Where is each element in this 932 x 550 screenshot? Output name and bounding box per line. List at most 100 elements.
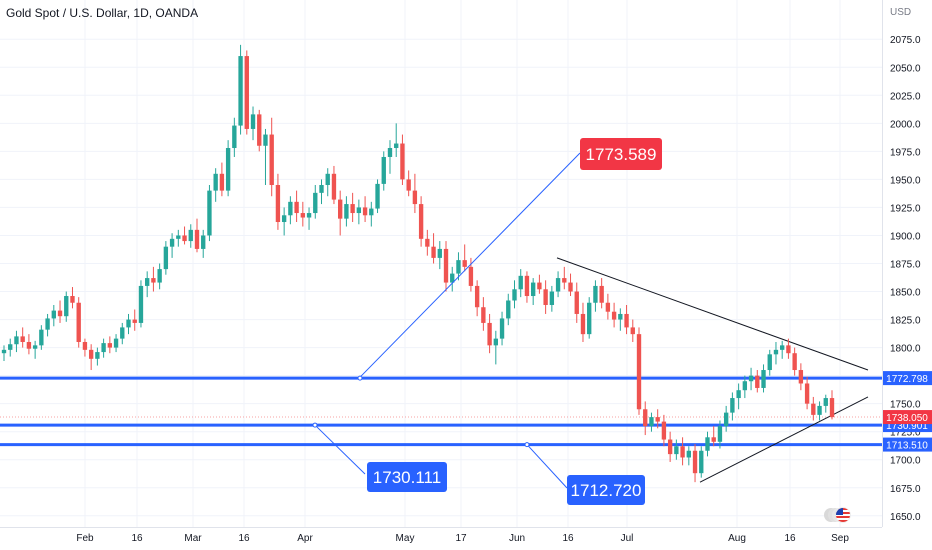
candle-body [70, 296, 75, 303]
candle-body [574, 291, 579, 314]
time-tick-label: Mar [184, 533, 202, 544]
candle-body [736, 390, 741, 399]
time-axis[interactable]: Feb 16 Mar 16 Apr May 17 Jun 16 Jul Aug 16 Sep [76, 533, 849, 544]
price-callout-label: 1773.589 [586, 145, 657, 164]
candle-body [680, 446, 685, 458]
price-callouts[interactable]: 1773.589 1730.111 1712.720 [312, 138, 662, 505]
candle-body [387, 148, 393, 157]
candle-body [537, 282, 542, 290]
price-tick-label: 1875.0 [890, 260, 921, 271]
price-tick-label: 1925.0 [890, 203, 921, 214]
candle-body [425, 238, 430, 247]
candle-body [350, 204, 355, 214]
candle-body [717, 426, 723, 442]
candle-body [76, 302, 81, 342]
candle-body [674, 446, 679, 455]
candle-body [829, 398, 835, 418]
price-axis[interactable]: 1650.01675.01700.01725.01750.01775.01800… [883, 7, 932, 523]
price-tick-label: 1825.0 [890, 316, 921, 327]
level-tag-label: 1772.798 [886, 374, 928, 385]
candle-body [780, 345, 785, 350]
candle-body [107, 343, 113, 348]
candle-body [64, 296, 69, 317]
candle-body [201, 235, 206, 249]
time-tick-label: Jul [621, 533, 634, 544]
candle-body [163, 246, 169, 270]
candle-body [381, 156, 386, 184]
candle-body [798, 370, 804, 384]
candle-body [792, 353, 797, 371]
candle-body [394, 143, 399, 149]
level-tag[interactable] [883, 371, 932, 386]
candle-body [1, 349, 7, 354]
candle-body [562, 278, 567, 283]
candle-body [443, 248, 449, 283]
candle-body [300, 213, 306, 218]
candle-body [169, 238, 175, 247]
candle-body [182, 235, 187, 242]
candle-body [705, 437, 710, 451]
candle-body [549, 291, 555, 305]
candle-body [456, 260, 461, 274]
candle-body [773, 349, 779, 355]
candle-body [244, 56, 249, 129]
level-tag[interactable] [883, 437, 932, 452]
candle-body [823, 398, 828, 406]
candle-body [362, 207, 368, 216]
candle-body [599, 285, 604, 303]
candle-body [643, 409, 648, 427]
us-flag-icon[interactable] [824, 507, 854, 523]
candle-body [580, 313, 586, 335]
time-tick-label: Aug [728, 533, 746, 544]
price-tick-label: 1850.0 [890, 288, 921, 299]
candle-body [493, 338, 498, 346]
symbol-title[interactable]: Gold Spot / U.S. Dollar, 1D, OANDA [6, 6, 199, 20]
callout-connector [314, 424, 366, 475]
candle-body [88, 349, 94, 359]
price-callout-box[interactable] [580, 138, 662, 170]
candle-body [157, 269, 162, 283]
candle-body [369, 208, 374, 216]
candle-body [555, 278, 561, 292]
candle-body [356, 207, 362, 214]
candle-body [269, 134, 274, 186]
price-tick-label: 1950.0 [890, 175, 921, 186]
candle-body [661, 421, 667, 440]
candle-body [462, 260, 467, 267]
price-tick-label: 2050.0 [890, 63, 921, 74]
lower-trend-line [699, 396, 869, 483]
candle-body [331, 173, 337, 200]
chart-grid [0, 0, 882, 527]
currency-label: USD [890, 7, 911, 18]
price-tick-label: 1700.0 [890, 456, 921, 467]
candle-body [667, 439, 673, 455]
candle-body [375, 183, 380, 209]
price-tick-label: 1750.0 [890, 400, 921, 411]
price-callout-box[interactable] [567, 475, 645, 505]
candle-body [499, 318, 505, 339]
last-price-tag[interactable] [883, 410, 932, 425]
candlestick-series [1, 44, 835, 483]
time-tick-label: May [396, 533, 415, 544]
last-price-label: 1738.050 [886, 413, 928, 424]
candle-body [138, 285, 144, 323]
candle-body [275, 185, 281, 223]
price-tick-label: 1975.0 [890, 147, 921, 158]
time-tick-label: 17 [455, 533, 467, 544]
candle-body [506, 300, 511, 319]
candle-body [250, 114, 256, 129]
candle-body [618, 313, 623, 320]
level-tag-label: 1730.901 [886, 421, 928, 432]
time-tick-label: Sep [831, 533, 849, 544]
candle-body [306, 213, 312, 218]
candle-body [624, 313, 629, 328]
price-callout-box[interactable] [367, 462, 447, 492]
candle-body [101, 343, 106, 353]
callout-anchor [524, 442, 530, 448]
candle-body [418, 204, 424, 239]
candle-body [587, 302, 592, 335]
candle-body [630, 327, 635, 335]
candle-body [132, 319, 137, 323]
candle-body [176, 235, 181, 239]
